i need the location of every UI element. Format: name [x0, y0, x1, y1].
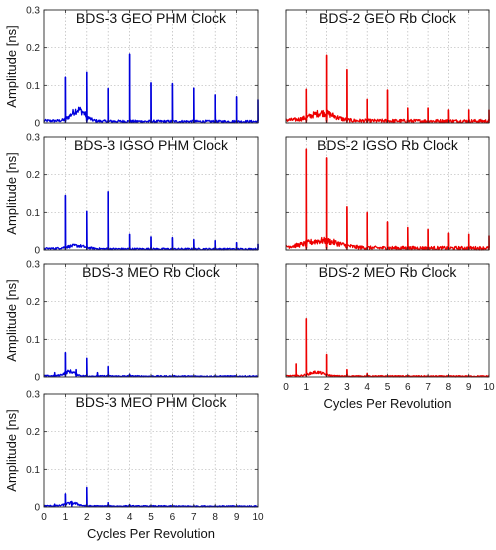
panel-7-xtick-label: 8 — [212, 512, 218, 523]
panel-1-ytick-label: 0.2 — [26, 43, 40, 54]
panel-7-xtick-label: 1 — [63, 512, 69, 523]
panel-7-xlabel: Cycles Per Revolution — [87, 526, 215, 541]
panel-7-xtick-label: 0 — [41, 512, 47, 523]
panel-6-xtick-label: 4 — [364, 382, 370, 393]
panel-5-ytick-label: 0 — [34, 373, 40, 384]
panel-1-ylabel: Amplitude [ns] — [4, 25, 19, 107]
panel-6-xtick-label: 0 — [283, 382, 289, 393]
panel-3-title: BDS-3 IGSO PHM Clock — [74, 137, 229, 153]
panel-5-title: BDS-3 MEO Rb Clock — [82, 264, 221, 280]
panel-7-ytick-label: 0 — [34, 503, 40, 514]
panel-6-series-line — [285, 317, 490, 378]
panel-3-ytick-label: 0.2 — [26, 170, 40, 181]
panel-7-ytick-label: 0.1 — [26, 465, 40, 476]
panel-3-ytick-label: 0.1 — [26, 208, 40, 219]
panel-7-xtick-label: 4 — [127, 512, 133, 523]
panel-3-ytick-label: 0.3 — [26, 133, 40, 144]
panel-6-xtick-label: 3 — [344, 382, 350, 393]
panel-5-ytick-label: 0.1 — [26, 335, 40, 346]
panel-7-ytick-label: 0.3 — [26, 390, 40, 401]
panel-1-ytick-label: 0 — [34, 119, 40, 130]
panel-6-title: BDS-2 MEO Rb Clock — [319, 264, 458, 280]
panel-6-xtick-label: 5 — [385, 382, 391, 393]
panel-7-xtick-label: 10 — [252, 512, 264, 523]
panel-7-xtick-label: 3 — [105, 512, 111, 523]
panel-6-xtick-label: 6 — [405, 382, 411, 393]
panel-5-ylabel: Amplitude [ns] — [4, 279, 19, 361]
panel-7-xtick-label: 9 — [234, 512, 240, 523]
panel-1-ytick-label: 0.3 — [26, 6, 40, 17]
panel-1-ytick-label: 0.1 — [26, 81, 40, 92]
panel-6-xtick-label: 10 — [483, 382, 495, 393]
panel-7-xtick-label: 2 — [84, 512, 90, 523]
panel-6-xtick-label: 8 — [446, 382, 452, 393]
panel-5-ytick-label: 0.3 — [26, 260, 40, 271]
panel-6-xtick-label: 1 — [304, 382, 310, 393]
panel-7-series-line — [43, 486, 259, 508]
panel-7-xtick-label: 5 — [148, 512, 154, 523]
panel-7-title: BDS-3 MEO PHM Clock — [76, 394, 228, 410]
panel-7-xtick-label: 7 — [191, 512, 197, 523]
panel-4-title: BDS-2 IGSO Rb Clock — [317, 137, 459, 153]
panel-3-ylabel: Amplitude [ns] — [4, 152, 19, 234]
panel-7-ytick-label: 0.2 — [26, 427, 40, 438]
panel-5-ytick-label: 0.2 — [26, 297, 40, 308]
panel-3-ytick-label: 0 — [34, 246, 40, 257]
panel-6-xtick-label: 2 — [324, 382, 330, 393]
panel-7-ylabel: Amplitude [ns] — [4, 409, 19, 491]
panel-2-title: BDS-2 GEO Rb Clock — [319, 10, 457, 26]
panel-7-xtick-label: 6 — [170, 512, 176, 523]
panel-6-xtick-label: 9 — [466, 382, 472, 393]
panel-6-xtick-label: 7 — [425, 382, 431, 393]
panel-6-xlabel: Cycles Per Revolution — [324, 396, 452, 411]
panel-1-title: BDS-3 GEO PHM Clock — [76, 10, 227, 26]
